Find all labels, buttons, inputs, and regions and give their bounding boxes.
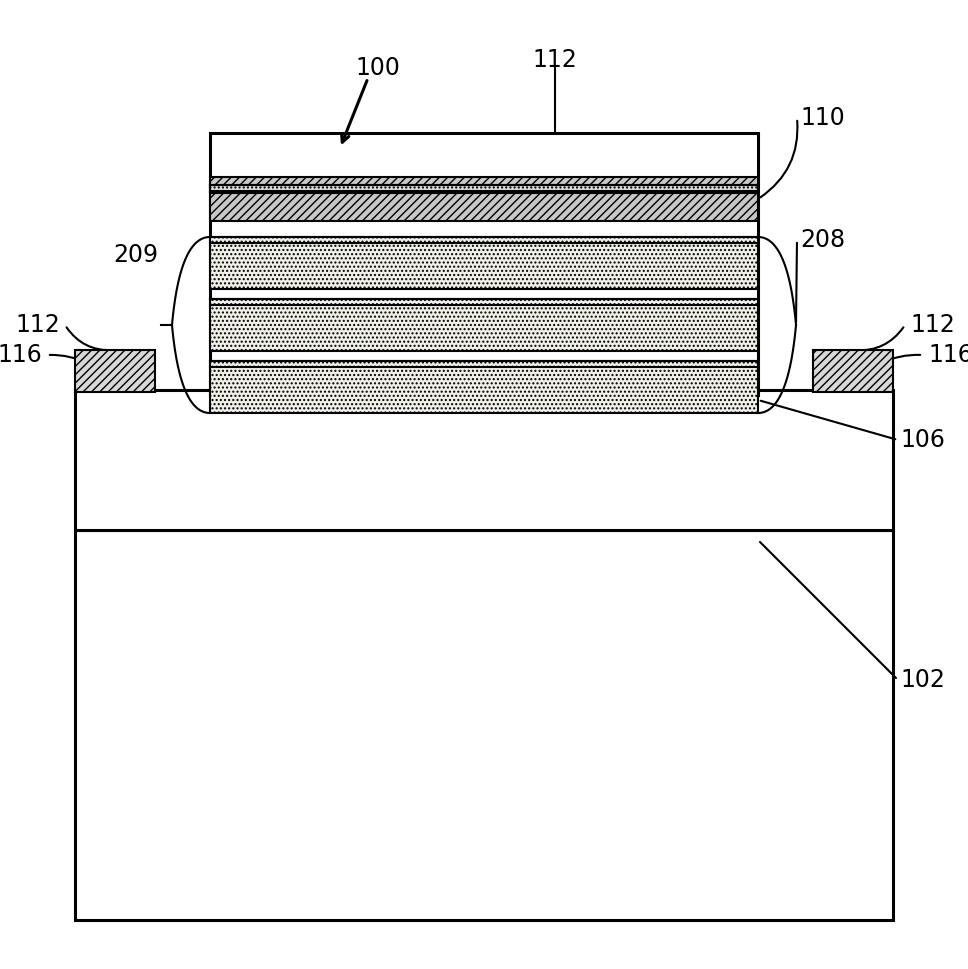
Bar bbox=[210, 185, 758, 193]
Bar bbox=[813, 350, 893, 392]
Bar bbox=[75, 530, 893, 920]
Text: 112: 112 bbox=[532, 48, 577, 72]
Text: 106: 106 bbox=[900, 428, 945, 452]
Bar bbox=[210, 299, 758, 351]
Text: 102: 102 bbox=[900, 668, 945, 692]
Bar bbox=[210, 133, 758, 395]
Text: 112: 112 bbox=[910, 313, 954, 337]
Text: 116: 116 bbox=[928, 343, 968, 367]
Bar bbox=[75, 350, 155, 392]
Text: 209: 209 bbox=[113, 243, 158, 267]
Text: 208: 208 bbox=[800, 228, 845, 252]
Text: 100: 100 bbox=[355, 56, 401, 80]
Text: 110: 110 bbox=[800, 106, 845, 130]
Bar bbox=[75, 390, 893, 530]
Bar bbox=[210, 237, 758, 289]
Text: 112: 112 bbox=[15, 313, 60, 337]
Text: 116: 116 bbox=[0, 343, 42, 367]
Bar bbox=[210, 361, 758, 413]
Bar bbox=[210, 177, 758, 221]
